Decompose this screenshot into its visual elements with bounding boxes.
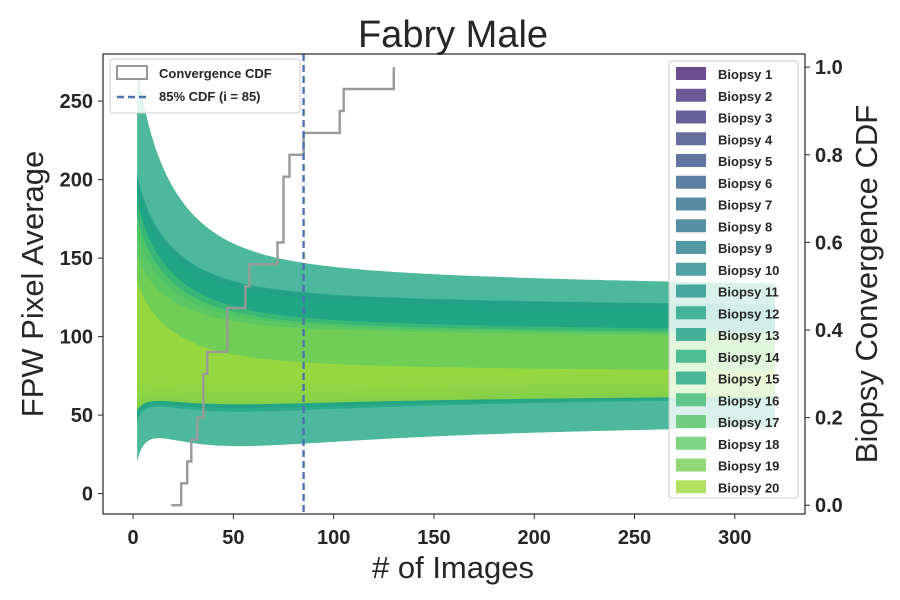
legend-swatch-7 <box>676 197 706 211</box>
y2-tick-label: 0.4 <box>815 320 844 342</box>
y-tick-label: 0 <box>82 484 93 506</box>
legend-swatch-8 <box>676 219 706 233</box>
y2-axis-ticks: 0.0 0.2 0.4 0.6 0.8 1.0 <box>805 57 844 517</box>
legend-label-2: Biopsy 2 <box>718 89 772 104</box>
legend-swatch-9 <box>676 241 706 254</box>
legend-label-13: Biopsy 13 <box>718 328 779 343</box>
x-axis-label: # of Images <box>372 550 534 585</box>
legend-swatch-16 <box>676 393 706 407</box>
x-tick-label: 100 <box>317 527 350 549</box>
legend-swatch-20 <box>676 480 706 494</box>
legend-right: Biopsy 1 Biopsy 2 Biopsy 3 Biopsy 4 Biopsy 5… <box>668 60 799 499</box>
chart-title: Fabry Male <box>358 14 548 56</box>
legend-label-19: Biopsy 19 <box>718 459 779 474</box>
legend-swatch-18 <box>676 436 706 450</box>
legend-swatch-2 <box>676 88 706 102</box>
x-tick-label: 300 <box>718 527 751 549</box>
legend-label-14: Biopsy 14 <box>718 350 780 365</box>
legend-cdf-swatch <box>116 65 148 80</box>
y-axis-label: FPW Pixel Average <box>15 151 50 417</box>
y2-tick-label: 0.0 <box>815 495 843 517</box>
legend-swatch-14 <box>676 349 706 363</box>
legend-label-8: Biopsy 8 <box>718 219 772 234</box>
legend-label-18: Biopsy 18 <box>718 437 779 452</box>
legend-swatch-19 <box>676 458 706 472</box>
y-tick-label: 100 <box>60 327 93 349</box>
legend-right-box <box>668 60 799 499</box>
legend-label-4: Biopsy 4 <box>718 132 773 147</box>
legend-label-20: Biopsy 20 <box>718 480 779 495</box>
legend-label-16: Biopsy 16 <box>718 393 779 408</box>
legend-label-5: Biopsy 5 <box>718 154 772 169</box>
y-tick-label: 150 <box>60 248 93 270</box>
y2-tick-label: 0.2 <box>815 408 843 430</box>
legend-label-12: Biopsy 12 <box>718 306 779 321</box>
legend-swatch-12 <box>676 306 706 320</box>
y-axis-ticks: 0 50 100 150 200 250 <box>60 91 103 506</box>
legend-swatch-5 <box>676 154 706 167</box>
legend-swatch-4 <box>676 132 706 146</box>
legend-label-6: Biopsy 6 <box>718 176 772 191</box>
legend-swatch-6 <box>676 175 706 189</box>
x-tick-label: 250 <box>618 527 651 549</box>
legend-swatch-1 <box>676 67 706 80</box>
x-axis-ticks: 0 50 100 150 200 250 300 <box>128 514 751 549</box>
legend-swatch-17 <box>676 415 706 428</box>
legend-swatch-15 <box>676 371 706 385</box>
y-tick-label: 250 <box>60 91 93 113</box>
legend-label-1: Biopsy 1 <box>718 67 772 82</box>
y2-tick-label: 0.8 <box>815 145 843 167</box>
legend-swatch-10 <box>676 262 706 276</box>
legend-label-10: Biopsy 10 <box>718 263 779 278</box>
x-tick-label: 0 <box>128 527 139 549</box>
legend-left-box <box>109 58 301 114</box>
legend-label-9: Biopsy 9 <box>718 241 772 256</box>
legend-label-3: Biopsy 3 <box>718 111 772 126</box>
y-tick-label: 200 <box>60 170 93 192</box>
legend-swatch-13 <box>676 328 706 341</box>
x-tick-label: 200 <box>518 527 551 549</box>
plot-frame <box>102 53 806 515</box>
y2-axis-label: Biopsy Convergence CDF <box>849 105 884 463</box>
biopsy-bands <box>137 60 775 462</box>
biopsy-band-20 <box>137 280 775 411</box>
y2-tick-label: 0.6 <box>815 232 843 254</box>
legend-vline-label: 85% CDF (i = 85) <box>159 89 261 104</box>
y2-tick-label: 1.0 <box>815 57 843 79</box>
y-tick-label: 50 <box>71 405 93 427</box>
legend-cdf-label: Convergence CDF <box>159 66 272 81</box>
legend-left: Convergence CDF 85% CDF (i = 85) <box>109 58 301 114</box>
legend-label-15: Biopsy 15 <box>718 372 779 387</box>
legend-label-17: Biopsy 17 <box>718 415 779 430</box>
legend-label-7: Biopsy 7 <box>718 198 772 213</box>
cdf-layer <box>171 54 395 514</box>
x-tick-label: 150 <box>417 527 450 549</box>
biopsy-band-19 <box>137 255 775 388</box>
legend-label-11: Biopsy 11 <box>718 285 779 300</box>
cdf-step-line <box>171 67 395 507</box>
x-tick-label: 50 <box>222 527 244 549</box>
legend-swatch-11 <box>676 284 706 298</box>
legend-swatch-3 <box>676 110 706 124</box>
